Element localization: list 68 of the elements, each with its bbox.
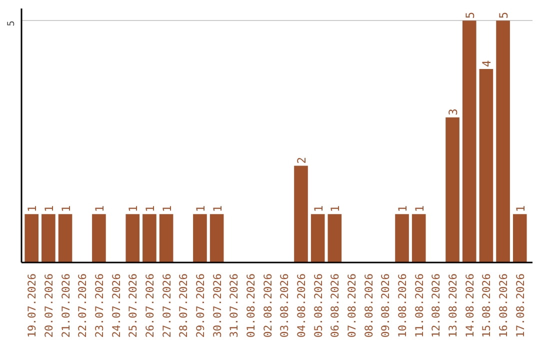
data-label: 1 [58,205,73,212]
bar [42,214,56,262]
data-label: 1 [160,205,174,212]
x-tick-label: 20.07.2026 [42,274,56,338]
bar [446,117,460,262]
bar [159,214,174,262]
x-tick-label: 16.08.2026 [497,274,510,338]
bar [210,214,224,262]
x-tick-label: 25.07.2026 [126,274,140,338]
data-label: 1 [92,205,106,212]
x-tick-label: 13.08.2026 [446,274,460,338]
data-label: 1 [142,205,157,212]
data-label: 1 [311,205,326,212]
x-tick-label: 22.07.2026 [76,274,90,338]
x-tick-label: 09.08.2026 [379,274,392,338]
bar [395,214,409,262]
x-tick-label: 26.07.2026 [143,274,156,338]
x-tick-label: 03.08.2026 [278,274,292,338]
data-label: 5 [462,12,477,19]
bar [193,214,207,262]
x-tick-label: 17.08.2026 [514,274,527,338]
bar [310,214,325,262]
data-label: 1 [412,205,426,212]
bar [126,214,140,262]
bar [496,20,510,262]
data-label: 1 [513,205,528,212]
x-tick-label: 06.08.2026 [328,274,342,338]
bar [92,214,106,262]
x-tick-label: 02.08.2026 [261,274,274,338]
bar [24,214,39,262]
bar [142,214,156,262]
x-tick-label: 30.07.2026 [210,274,224,338]
x-tick-label: 15.08.2026 [480,274,494,338]
x-tick-label: 29.07.2026 [194,274,207,338]
x-tick-label: 31.07.2026 [228,274,241,338]
x-tick-label: 04.08.2026 [294,274,308,338]
x-tick-label: 27.07.2026 [160,274,174,338]
data-label: 4 [480,60,494,67]
x-tick-label: 10.08.2026 [396,274,410,338]
bar [512,214,527,262]
x-tick-label: 23.07.2026 [92,274,106,338]
x-tick-label: 14.08.2026 [463,274,476,338]
data-label: 1 [42,205,56,212]
bar [328,214,342,262]
bar [294,166,308,262]
data-label: 3 [446,108,460,116]
x-tick-label: 07.08.2026 [346,274,359,338]
x-tick-label: 01.08.2026 [244,274,258,338]
bar [412,214,426,262]
data-label: 1 [126,205,140,212]
bar [479,68,494,262]
data-label: 2 [294,156,308,164]
data-label: 5 [496,12,511,19]
bar [58,214,72,262]
data-label: 1 [25,205,40,212]
x-tick-label: 11.08.2026 [412,274,426,338]
x-tick-label: 28.07.2026 [177,274,190,338]
x-tick-label: 24.07.2026 [110,274,123,338]
data-label: 1 [210,205,224,212]
x-tick-label: 19.07.2026 [26,274,39,338]
data-label: 1 [193,205,208,212]
x-tick-label: 21.07.2026 [59,274,72,338]
data-label: 1 [328,205,342,212]
x-tick-label: 08.08.2026 [362,274,376,338]
x-tick-label: 05.08.2026 [312,274,325,338]
x-tick-label: 12.08.2026 [430,274,443,338]
bar [462,20,476,262]
data-label: 1 [396,205,410,212]
